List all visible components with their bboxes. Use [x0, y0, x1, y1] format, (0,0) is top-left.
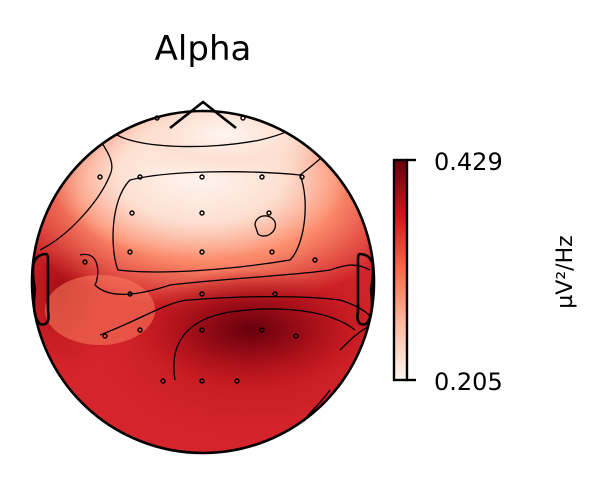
colorbar: 0.429 0.205 µV²/Hz	[392, 148, 578, 396]
sensor-markers	[82, 115, 318, 384]
colorbar-gradient	[394, 160, 407, 380]
colorbar-min-label: 0.205	[434, 368, 503, 396]
left-ear-outline	[31, 252, 50, 326]
nose-outline	[169, 100, 237, 130]
plot-title: Alpha	[155, 29, 252, 69]
colorbar-unit-label: µV²/Hz	[553, 235, 578, 308]
head-outline	[30, 100, 376, 455]
colorbar-max-label: 0.429	[434, 148, 503, 176]
colorbar-frame	[392, 158, 409, 382]
right-ear-outline	[356, 252, 375, 326]
